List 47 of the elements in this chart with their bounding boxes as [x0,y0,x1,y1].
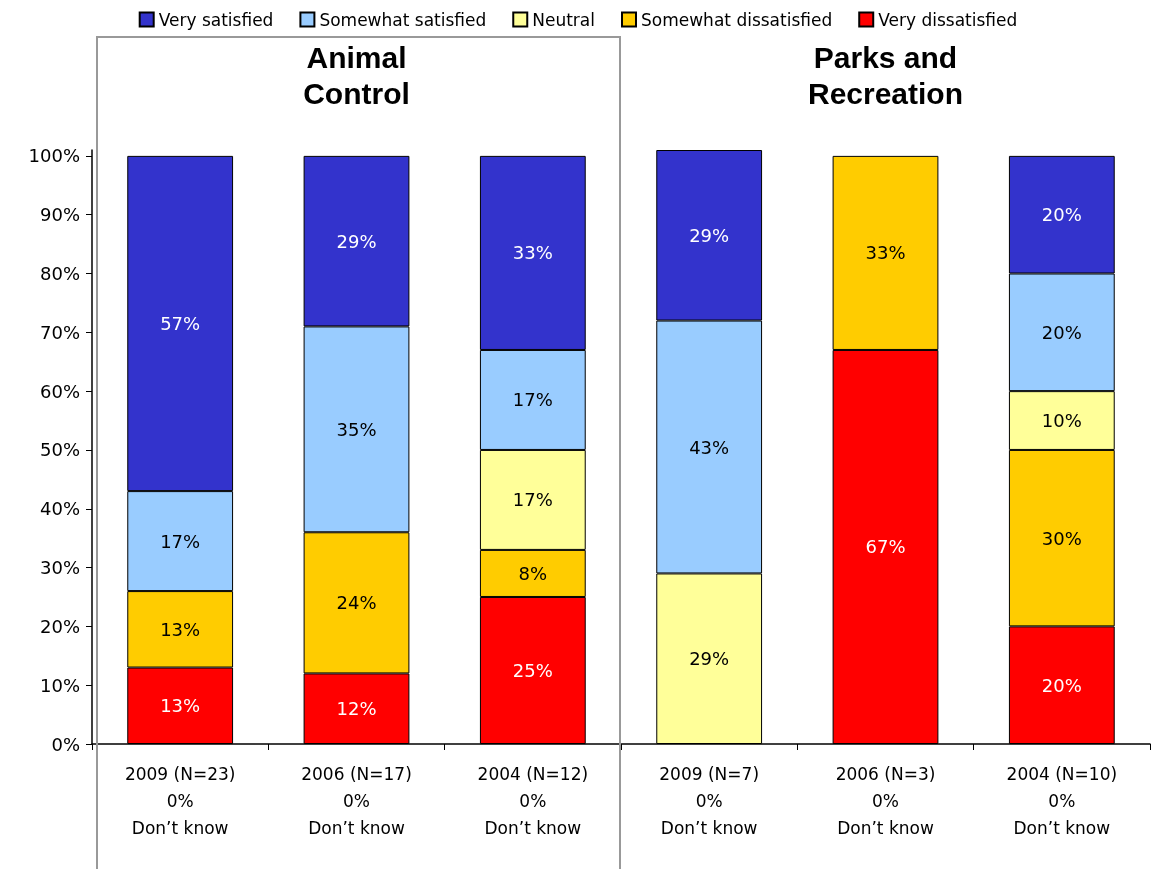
data-label: 10% [1041,410,1082,432]
y-tick-label: 60% [39,380,80,402]
legend-label: Very dissatisfied [878,9,1018,30]
y-tick-label: 10% [39,674,80,696]
y-tick-label: 90% [39,204,80,226]
text: Parks and Recreation [806,40,965,112]
data-label: 17% [512,489,553,511]
data-label: 33% [512,242,553,264]
y-tick-label: 0% [51,733,80,755]
x-tick-label: 2009 (N=23) 0% Don’t know [124,763,236,838]
y-tick-label: 70% [39,321,80,343]
data-label: 20% [1041,204,1082,226]
y-tick-label: 30% [39,557,80,579]
x-tick-label: 2004 (N=10) 0% Don’t know [1006,763,1118,838]
text: Animal Control [302,40,411,112]
x-tick-label: 2004 (N=12) 0% Don’t know [477,763,589,838]
data-label: 67% [865,536,906,558]
y-tick-label: 50% [39,439,80,461]
data-label: 43% [689,436,730,458]
data-label: 35% [336,418,377,440]
data-label: 12% [336,698,377,720]
data-label: 29% [689,648,730,670]
data-label: 29% [336,230,377,252]
data-label: 17% [160,530,201,552]
y-tick-label: 40% [39,498,80,520]
data-label: 8% [518,562,548,584]
legend-label: Somewhat satisfied [319,9,487,30]
data-label: 20% [1041,674,1082,696]
legend-label: Very satisfied [158,9,274,30]
data-label: 20% [1041,321,1082,343]
data-label: 17% [512,389,553,411]
data-label: 13% [160,618,201,640]
legend-label: Somewhat dissatisfied [641,9,833,30]
data-label: 33% [865,242,906,264]
y-tick-label: 100% [28,145,80,167]
data-label: 29% [689,224,730,246]
y-tick-label: 80% [39,263,80,285]
data-label: 30% [1041,527,1082,549]
x-tick-label: 2009 (N=7) 0% Don’t know [659,763,760,838]
data-label: 13% [160,695,201,717]
y-tick-label: 20% [39,615,80,637]
data-label: 57% [160,312,201,334]
data-label: 24% [336,592,377,614]
legend-label: Neutral [532,9,596,30]
x-tick-label: 2006 (N=17) 0% Don’t know [301,763,412,838]
data-label: 25% [512,659,553,681]
x-tick-label: 2006 (N=3) 0% Don’t know [835,763,936,838]
